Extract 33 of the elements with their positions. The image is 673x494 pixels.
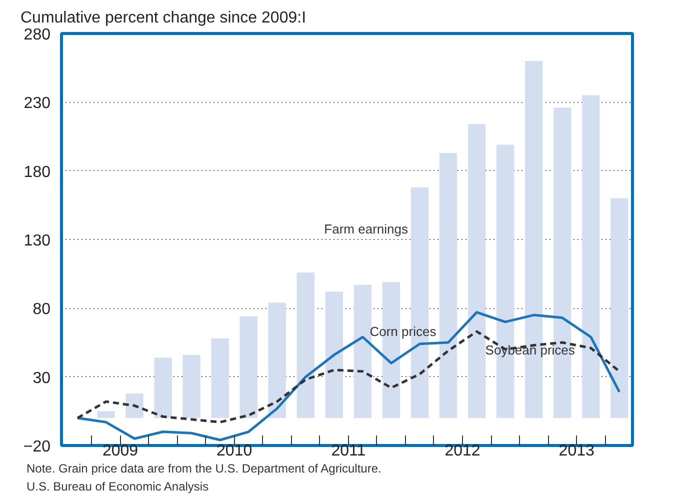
x-tick-label: 2012: [444, 442, 480, 460]
y-tick-label: 230: [24, 95, 51, 112]
bar: [582, 95, 600, 418]
bar: [439, 152, 458, 418]
bar: [154, 358, 172, 418]
bar: [240, 316, 258, 418]
x-tick-label: 2010: [216, 442, 252, 460]
y-tick-label: −20: [23, 438, 51, 456]
text: Note. Grain price data are from the U.S. Department of Agriculture.: [26, 462, 382, 476]
x-tick-label: 2009: [102, 442, 138, 460]
text: U.S. Bureau of Economic Analysis: [26, 480, 209, 494]
bar: [468, 124, 486, 418]
y-tick-label: 30: [32, 370, 51, 387]
y-tick-label: 80: [32, 301, 51, 318]
y-tick-label: 180: [24, 164, 51, 181]
bar: [97, 411, 115, 418]
bar: [211, 338, 229, 418]
bar: [182, 354, 200, 418]
series-label: Corn prices: [370, 324, 437, 339]
line-series: [76, 311, 621, 442]
bar: [610, 198, 628, 418]
bar: [268, 302, 286, 418]
bar: [296, 272, 314, 418]
y-axis-title: Cumulative percent change since 2009:I: [20, 10, 306, 26]
x-tick-label: 2011: [331, 442, 366, 460]
bar: [354, 284, 372, 418]
bar: [126, 393, 144, 418]
y-tick-label: 130: [24, 232, 51, 250]
y-tick-label: 280: [24, 26, 51, 44]
series-label: Farm earnings: [324, 222, 408, 237]
bar: [325, 292, 344, 418]
x-tick-label: 2013: [558, 442, 594, 460]
series-label: Soybean prices: [485, 342, 576, 358]
